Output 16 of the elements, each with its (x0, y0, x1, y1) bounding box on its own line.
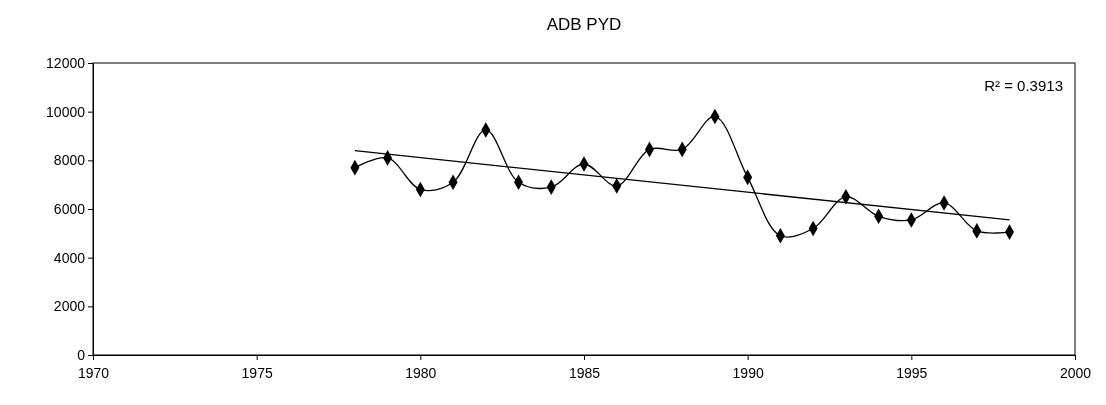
y-tick-label: 10000 (46, 103, 86, 120)
x-tick-label: 2000 (1059, 365, 1092, 382)
x-tick-label: 1975 (241, 365, 273, 382)
y-tick-label: 2000 (53, 298, 86, 315)
y-tick-label: 12000 (46, 54, 86, 71)
x-tick-label: 1970 (77, 365, 110, 382)
x-tick-label: 1990 (732, 365, 764, 382)
chart-title: ADB PYD (546, 15, 622, 34)
y-tick-label: 8000 (53, 152, 86, 169)
x-tick-label: 1980 (405, 365, 437, 382)
annotation: R² = 0.3913 (984, 77, 1063, 94)
y-tick-label: 6000 (53, 200, 86, 217)
y-tick-label: 4000 (53, 249, 86, 266)
y-tick-label: 0 (77, 346, 86, 363)
x-tick-label: 1995 (896, 365, 928, 382)
x-tick-label: 1985 (568, 365, 601, 382)
